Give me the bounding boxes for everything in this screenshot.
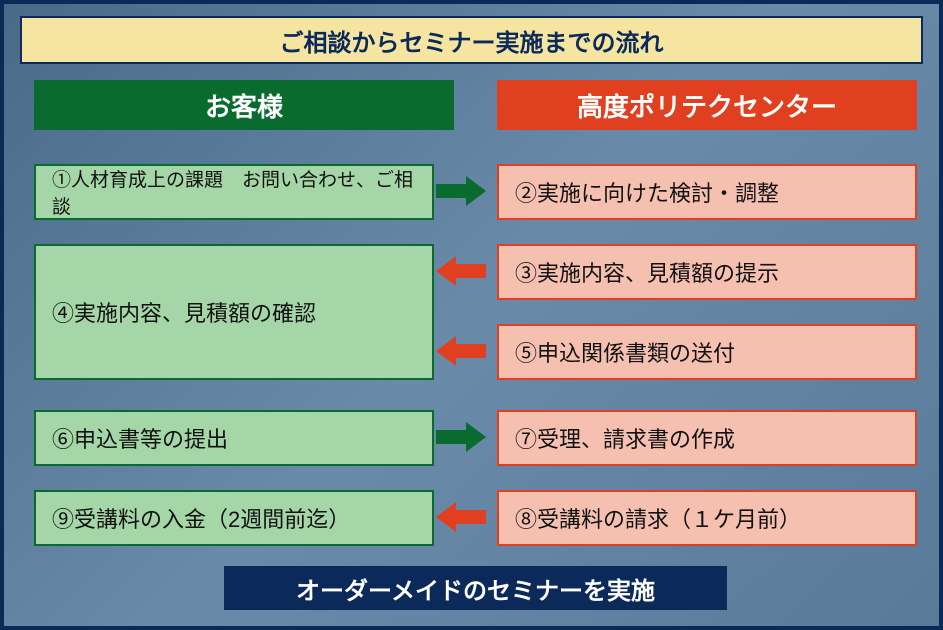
flow-step-label: ⑧受講料の請求（１ケ月前） [515,502,801,534]
flow-diagram: ご相談からセミナー実施までの流れ お客様 高度ポリテクセンター ①人材育成上の課… [0,0,943,630]
flow-step-b8: ⑧受講料の請求（１ケ月前） [497,490,917,546]
flow-step-label: ③実施内容、見積額の提示 [515,256,779,288]
column-header-right: 高度ポリテクセンター [497,80,917,130]
flow-step-b5: ⑤申込関係書類の送付 [497,324,917,380]
flow-step-label: ⑥申込書等の提出 [52,422,228,454]
flow-step-label: ②実施に向けた検討・調整 [515,176,779,208]
flow-step-b1: ①人材育成上の課題 お問い合わせ、ご相談 [34,164,434,220]
column-header-left: お客様 [34,80,454,130]
footer-text: オーダーメイドのセミナーを実施 [296,571,655,606]
flow-step-label: ④実施内容、見積額の確認 [52,296,316,328]
flow-step-b6: ⑥申込書等の提出 [34,410,434,466]
arrow-left-icon [436,502,486,532]
flow-step-b3: ③実施内容、見積額の提示 [497,244,917,300]
arrow-left-icon [436,336,486,366]
title-text: ご相談からセミナー実施までの流れ [280,23,664,58]
flow-step-label: ①人材育成上の課題 お問い合わせ、ご相談 [52,165,416,219]
flow-step-b2: ②実施に向けた検討・調整 [497,164,917,220]
arrow-left-icon [436,256,486,286]
title-bar: ご相談からセミナー実施までの流れ [20,16,923,64]
footer-bar: オーダーメイドのセミナーを実施 [224,566,727,610]
flow-step-label: ⑦受理、請求書の作成 [515,422,735,454]
arrow-right-icon [436,176,486,206]
column-header-left-label: お客様 [205,87,283,124]
arrow-right-icon [436,422,486,452]
column-header-right-label: 高度ポリテクセンター [577,87,837,124]
flow-step-label: ⑨受講料の入金（2週間前迄） [52,502,350,534]
flow-step-b4: ④実施内容、見積額の確認 [34,244,434,380]
flow-step-label: ⑤申込関係書類の送付 [515,336,735,368]
flow-step-b9: ⑨受講料の入金（2週間前迄） [34,490,434,546]
flow-step-b7: ⑦受理、請求書の作成 [497,410,917,466]
